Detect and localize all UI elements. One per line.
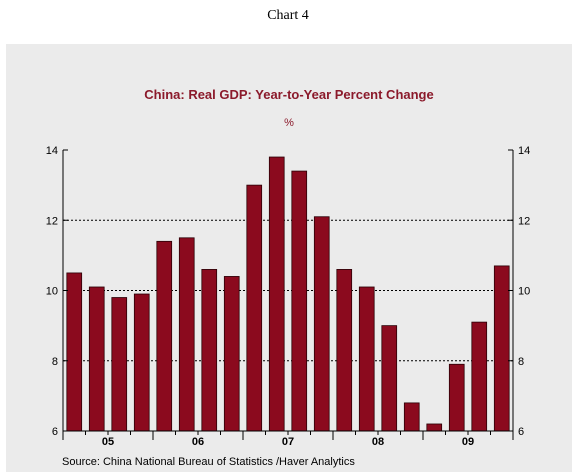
tick-labels: 6 6 8 8 10 10 12 12 14 14 05 06 07 08 09 <box>46 145 531 448</box>
bar-08Q3 <box>381 325 398 432</box>
bar-06Q2 <box>178 237 195 432</box>
chart-panel: China: Real GDP: Year-to-Year Percent Ch… <box>6 44 572 472</box>
bar-05Q1 <box>66 272 83 432</box>
bar-05Q4 <box>133 293 150 432</box>
bar-08Q2 <box>358 286 375 432</box>
bars <box>66 156 510 432</box>
bar-09Q3 <box>471 321 488 432</box>
y-tick-label-right: 10 <box>518 286 530 298</box>
x-year-label: 08 <box>372 436 384 448</box>
x-year-label: 09 <box>462 436 474 448</box>
y-tick-label-left: 10 <box>46 286 58 298</box>
bar-05Q3 <box>111 297 128 432</box>
y-tick-label-left: 12 <box>46 215 58 227</box>
x-year-label: 05 <box>102 436 114 448</box>
bar-07Q4 <box>313 216 330 432</box>
gridlines <box>63 219 513 362</box>
bar-08Q1 <box>336 269 353 432</box>
source-note: Source: China National Bureau of Statist… <box>62 456 355 468</box>
x-year-label: 06 <box>192 436 204 448</box>
y-tick-label-right: 8 <box>518 356 524 368</box>
bar-09Q2 <box>448 363 465 432</box>
y-tick-label-right: 14 <box>518 145 530 157</box>
page-title: Chart 4 <box>267 8 309 23</box>
bar-05Q2 <box>88 286 105 432</box>
chart-unit: % <box>284 117 294 129</box>
gdp-bar-chart: China: Real GDP: Year-to-Year Percent Ch… <box>46 87 531 468</box>
x-year-label: 07 <box>282 436 294 448</box>
y-tick-label-right: 6 <box>518 426 524 438</box>
bar-06Q4 <box>223 276 240 432</box>
bar-07Q1 <box>246 184 263 432</box>
y-tick-label-left: 6 <box>52 426 58 438</box>
y-tick-label-left: 14 <box>46 145 58 157</box>
bar-07Q3 <box>291 170 308 432</box>
bar-09Q1 <box>426 423 443 432</box>
bar-08Q4 <box>403 402 420 432</box>
bar-07Q2 <box>268 156 285 432</box>
bar-06Q1 <box>156 240 173 432</box>
axes <box>62 149 514 440</box>
chart-title: China: Real GDP: Year-to-Year Percent Ch… <box>144 87 433 102</box>
bar-06Q3 <box>201 269 218 432</box>
y-tick-label-right: 12 <box>518 215 530 227</box>
y-tick-label-left: 8 <box>52 356 58 368</box>
bar-09Q4 <box>493 265 510 432</box>
